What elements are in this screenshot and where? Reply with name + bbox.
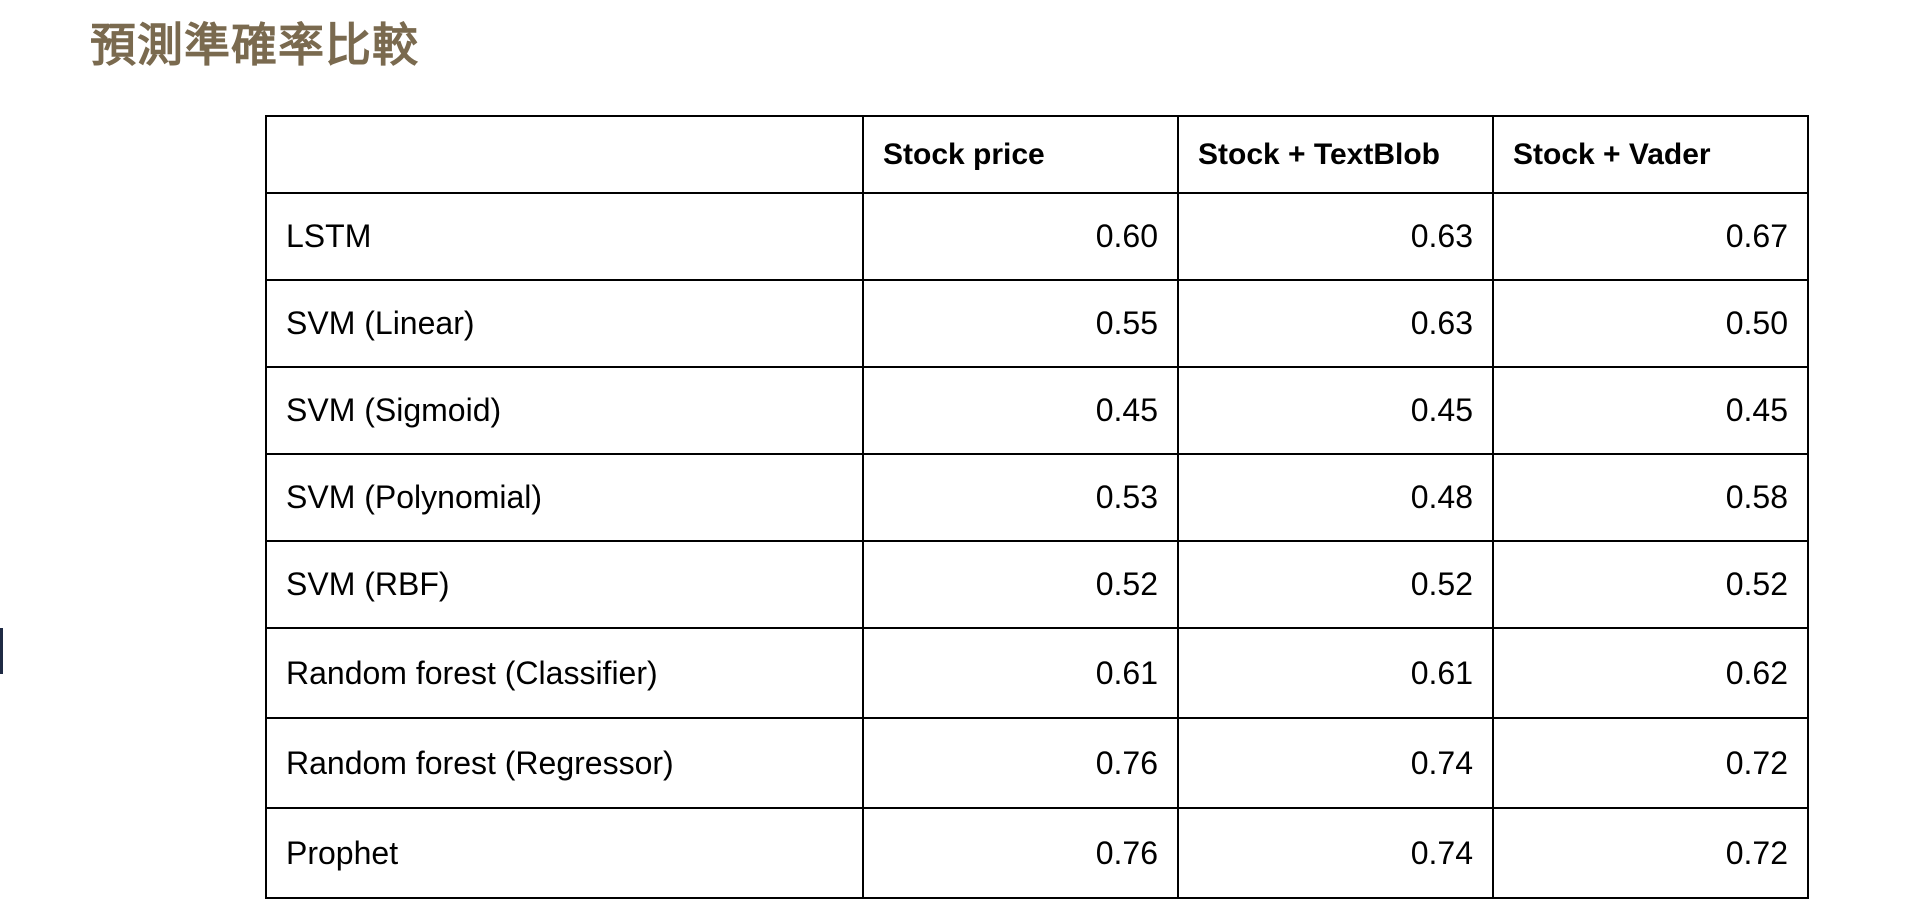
table-header-row: Stock price Stock + TextBlob Stock + Vad…: [265, 115, 1809, 194]
accuracy-value-cell: 0.63: [1177, 192, 1494, 281]
column-header-stock-vader: Stock + Vader: [1492, 115, 1809, 194]
table-row: Random forest (Regressor) 0.76 0.74 0.72: [265, 717, 1809, 809]
accuracy-comparison-table: Stock price Stock + TextBlob Stock + Vad…: [265, 115, 1809, 899]
column-header-stock-textblob: Stock + TextBlob: [1177, 115, 1494, 194]
accuracy-value-cell: 0.52: [1177, 540, 1494, 629]
accuracy-value-cell: 0.74: [1177, 717, 1494, 809]
accuracy-value-cell: 0.76: [862, 807, 1179, 899]
accuracy-value-cell: 0.55: [862, 279, 1179, 368]
accuracy-value-cell: 0.67: [1492, 192, 1809, 281]
page-title: 預測準確率比較: [90, 18, 419, 72]
model-name-cell: Random forest (Regressor): [265, 717, 864, 809]
accuracy-value-cell: 0.61: [862, 627, 1179, 719]
accuracy-value-cell: 0.72: [1492, 717, 1809, 809]
accuracy-value-cell: 0.48: [1177, 453, 1494, 542]
model-name-cell: Random forest (Classifier): [265, 627, 864, 719]
accuracy-value-cell: 0.58: [1492, 453, 1809, 542]
accuracy-value-cell: 0.45: [1177, 366, 1494, 455]
model-name-cell: SVM (RBF): [265, 540, 864, 629]
table-row: SVM (Polynomial) 0.53 0.48 0.58: [265, 453, 1809, 542]
accuracy-value-cell: 0.50: [1492, 279, 1809, 368]
table-row: Prophet 0.76 0.74 0.72: [265, 807, 1809, 899]
table-row: SVM (Sigmoid) 0.45 0.45 0.45: [265, 366, 1809, 455]
accuracy-value-cell: 0.60: [862, 192, 1179, 281]
model-name-cell: LSTM: [265, 192, 864, 281]
model-name-cell: SVM (Sigmoid): [265, 366, 864, 455]
accuracy-value-cell: 0.52: [1492, 540, 1809, 629]
accuracy-value-cell: 0.62: [1492, 627, 1809, 719]
table-row: SVM (RBF) 0.52 0.52 0.52: [265, 540, 1809, 629]
accuracy-value-cell: 0.45: [862, 366, 1179, 455]
accuracy-value-cell: 0.45: [1492, 366, 1809, 455]
model-name-cell: SVM (Linear): [265, 279, 864, 368]
accuracy-value-cell: 0.53: [862, 453, 1179, 542]
accuracy-value-cell: 0.63: [1177, 279, 1494, 368]
table-row: LSTM 0.60 0.63 0.67: [265, 192, 1809, 281]
model-name-cell: Prophet: [265, 807, 864, 899]
header-corner-cell: [265, 115, 864, 194]
column-header-stock-price: Stock price: [862, 115, 1179, 194]
accuracy-value-cell: 0.61: [1177, 627, 1494, 719]
accuracy-value-cell: 0.74: [1177, 807, 1494, 899]
accuracy-table-container: Stock price Stock + TextBlob Stock + Vad…: [265, 115, 1809, 899]
accuracy-value-cell: 0.52: [862, 540, 1179, 629]
accuracy-value-cell: 0.76: [862, 717, 1179, 809]
table-row: Random forest (Classifier) 0.61 0.61 0.6…: [265, 627, 1809, 719]
model-name-cell: SVM (Polynomial): [265, 453, 864, 542]
table-row: SVM (Linear) 0.55 0.63 0.50: [265, 279, 1809, 368]
left-edge-marker: [0, 628, 3, 674]
accuracy-value-cell: 0.72: [1492, 807, 1809, 899]
